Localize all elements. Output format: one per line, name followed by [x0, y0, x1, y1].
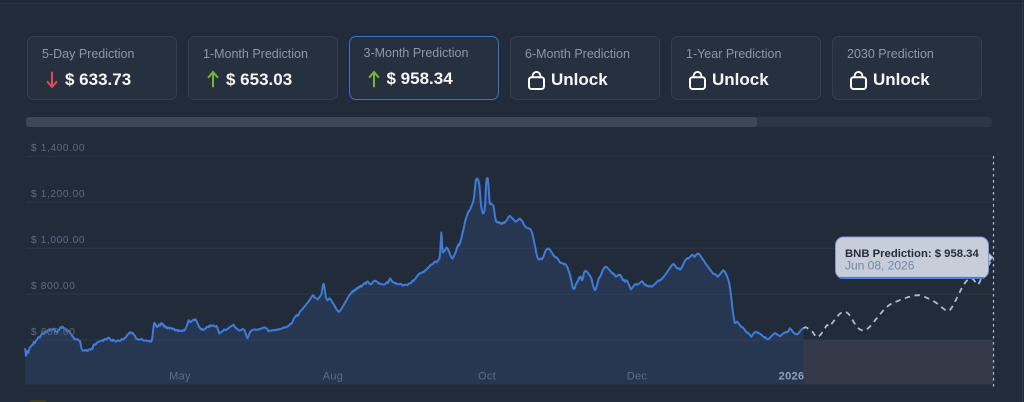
- svg-text:2026: 2026: [779, 371, 805, 383]
- svg-text:$ 1,400.00: $ 1,400.00: [31, 143, 85, 154]
- svg-text:$ 600.00: $ 600.00: [31, 327, 75, 338]
- svg-text:Jun 08, 2026: Jun 08, 2026: [845, 258, 915, 272]
- svg-text:Oct: Oct: [478, 371, 496, 383]
- svg-text:BNB Prediction: $ 958.34: BNB Prediction: $ 958.34: [845, 248, 979, 260]
- svg-text:Aug: Aug: [323, 371, 343, 383]
- svg-text:$ 1,000.00: $ 1,000.00: [31, 235, 85, 246]
- svg-text:$ 800.00: $ 800.00: [31, 281, 75, 292]
- svg-text:Dec: Dec: [627, 371, 648, 383]
- svg-text:$ 1,200.00: $ 1,200.00: [31, 189, 85, 200]
- svg-text:May: May: [169, 371, 191, 383]
